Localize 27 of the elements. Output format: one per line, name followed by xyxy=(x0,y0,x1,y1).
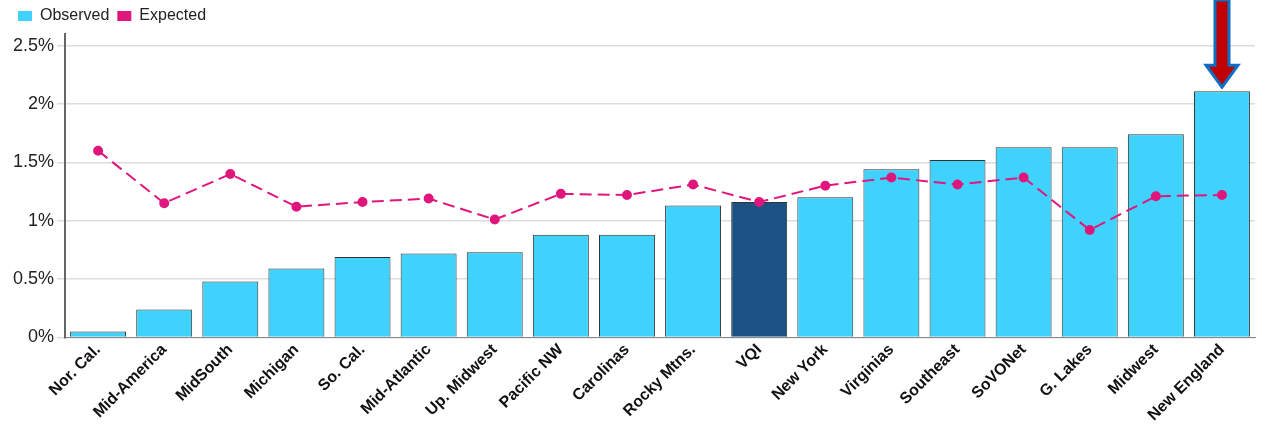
x-tick-label: VQI xyxy=(732,340,765,372)
point xyxy=(688,179,699,190)
legend-label: Observed xyxy=(40,6,110,24)
point xyxy=(1084,225,1095,236)
point xyxy=(1018,172,1029,183)
point xyxy=(291,201,302,212)
y-tick-label: 1% xyxy=(28,209,55,230)
point xyxy=(357,197,368,208)
point xyxy=(886,172,897,183)
point xyxy=(423,193,434,204)
y-tick-label: 1.5% xyxy=(13,151,55,172)
point xyxy=(952,179,963,190)
y-tick-label: 0.5% xyxy=(13,268,55,289)
y-tick-label: 2% xyxy=(28,92,55,113)
point xyxy=(621,190,632,201)
point xyxy=(489,214,500,225)
point xyxy=(555,188,566,199)
y-tick-label: 0% xyxy=(28,326,55,347)
point xyxy=(225,169,236,180)
legend-label: Expected xyxy=(139,6,207,24)
point xyxy=(159,198,170,209)
y-tick-label: 2.5% xyxy=(13,34,55,55)
point xyxy=(93,145,104,156)
point xyxy=(1216,190,1227,201)
point xyxy=(754,197,765,208)
point xyxy=(1150,191,1161,202)
point xyxy=(820,180,831,191)
